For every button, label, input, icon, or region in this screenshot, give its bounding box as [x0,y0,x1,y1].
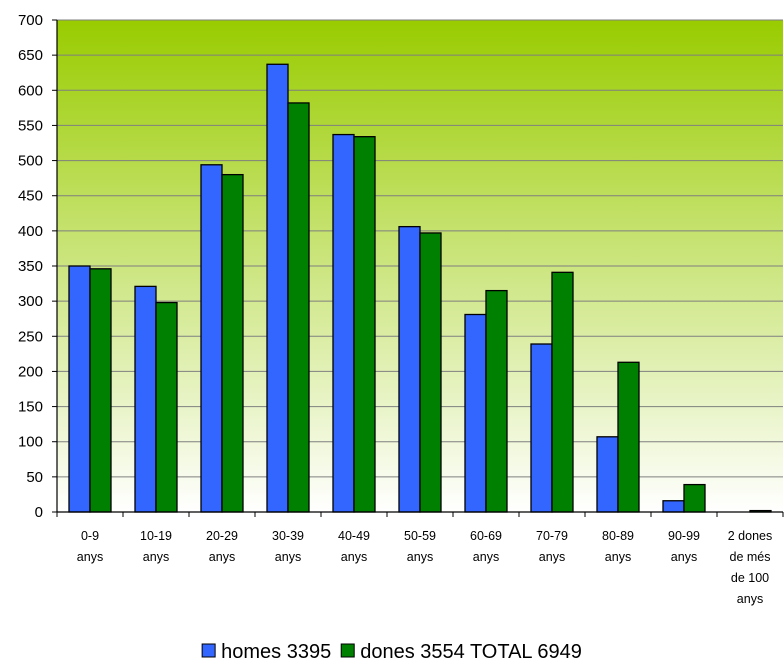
y-tick-label: 700 [18,12,43,29]
bar-dones [683,483,706,513]
bar-dones [617,361,640,513]
x-category-label: 10-19 anys [140,529,172,564]
y-tick-label: 600 [18,82,43,99]
y-tick-label: 450 [18,188,43,205]
x-category-label: 70-79 anys [536,529,568,564]
y-tick-label: 250 [18,328,43,345]
bar-homes [398,225,421,513]
y-tick-label: 500 [18,153,43,170]
bar-homes [530,343,553,513]
x-category-label: 0-9 anys [77,529,103,564]
x-category-label: 50-59 anys [404,529,436,564]
y-tick-label: 150 [18,399,43,416]
y-tick-label: 50 [26,469,43,486]
legend-swatch-homes [201,643,216,658]
y-tick-label: 550 [18,117,43,134]
y-tick-label: 350 [18,258,43,275]
bar-homes [662,500,685,513]
y-tick-label: 650 [18,47,43,64]
legend-swatch-dones [340,643,355,658]
bar-homes [200,164,223,513]
legend-label-homes: homes 3395 [221,641,331,663]
x-category-label: 40-49 anys [338,529,370,564]
x-category-label: 30-39 anys [272,529,304,564]
x-category-label: 60-69 anys [470,529,502,564]
y-tick-label: 300 [18,293,43,310]
bar-dones [551,271,574,513]
bar-homes [68,265,91,513]
bar-dones [353,136,376,513]
x-category-label: 80-89 anys [602,529,634,564]
y-tick-label: 400 [18,223,43,240]
y-axis-ticks: 0 50 100 150 200 250 300 350 400 450 500 550 600 650 7… [18,12,57,521]
legend-label-dones: dones 3554 TOTAL 6949 [360,641,582,663]
bar-homes [266,63,289,513]
x-category-label: 20-29 anys [206,529,238,564]
bar-homes [596,436,619,513]
x-axis-ticks: 0-9 anys 10-19 anys 20-29 anys 30-39 anys 40-49 a… [56,512,784,606]
bar-dones [287,102,310,513]
bar-dones [221,173,244,513]
y-tick-label: 0 [35,504,43,521]
bar-dones [485,289,508,513]
y-tick-label: 100 [18,434,43,451]
bar-homes [464,313,487,513]
x-category-label: 90-99 anys [668,529,700,564]
bar-dones [419,232,442,513]
y-tick-label: 200 [18,363,43,380]
bar-dones [89,268,112,513]
legend: homes 3395 dones 3554 TOTAL 6949 [201,641,582,663]
bar-dones [155,301,178,513]
bar-homes [134,285,157,513]
x-category-label: 2 dones de més de 100 anys [728,529,772,606]
bar-homes [332,133,355,513]
